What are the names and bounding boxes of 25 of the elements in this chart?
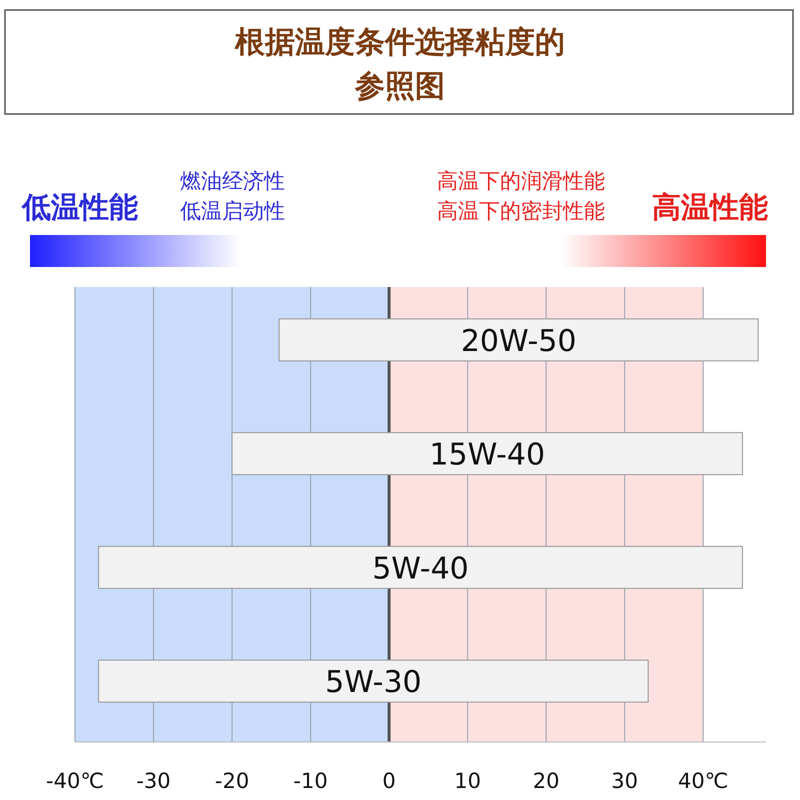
x-tick-label: -20 — [214, 769, 250, 793]
x-tick-label: 0 — [382, 769, 396, 793]
bar — [232, 432, 743, 476]
text: 高温性能 — [652, 190, 768, 224]
text: 高温下的密封性能 — [437, 199, 605, 223]
y-tick-label: 15W-40 — [429, 438, 546, 473]
x-tick-label: -30 — [136, 769, 171, 793]
title: 根据温度条件选择粘度的参照图 — [4, 9, 794, 115]
x-tick-label: -40℃ — [46, 769, 104, 793]
x-tick-label: 40℃ — [678, 769, 728, 793]
text: 高温下的润滑性能 — [437, 169, 605, 193]
x-tick-label: 30 — [611, 769, 638, 793]
text: 低温性能 — [21, 190, 138, 224]
bar — [98, 660, 649, 703]
y-tick-label: 20W-50 — [460, 324, 576, 359]
bar — [98, 546, 743, 589]
chart-title: 根据温度条件选择粘度的参照图 — [234, 25, 565, 104]
x-tick-label: 10 — [454, 769, 481, 793]
y-tick-label: 5W-30 — [325, 665, 422, 700]
text: 低温启动性 — [180, 199, 285, 223]
x-tick-label: -10 — [293, 769, 328, 793]
x-tick-label: 20 — [532, 769, 560, 793]
text: 燃油经济性 — [180, 169, 285, 193]
bar — [278, 318, 759, 362]
y-tick-label: 5W-40 — [372, 551, 469, 586]
